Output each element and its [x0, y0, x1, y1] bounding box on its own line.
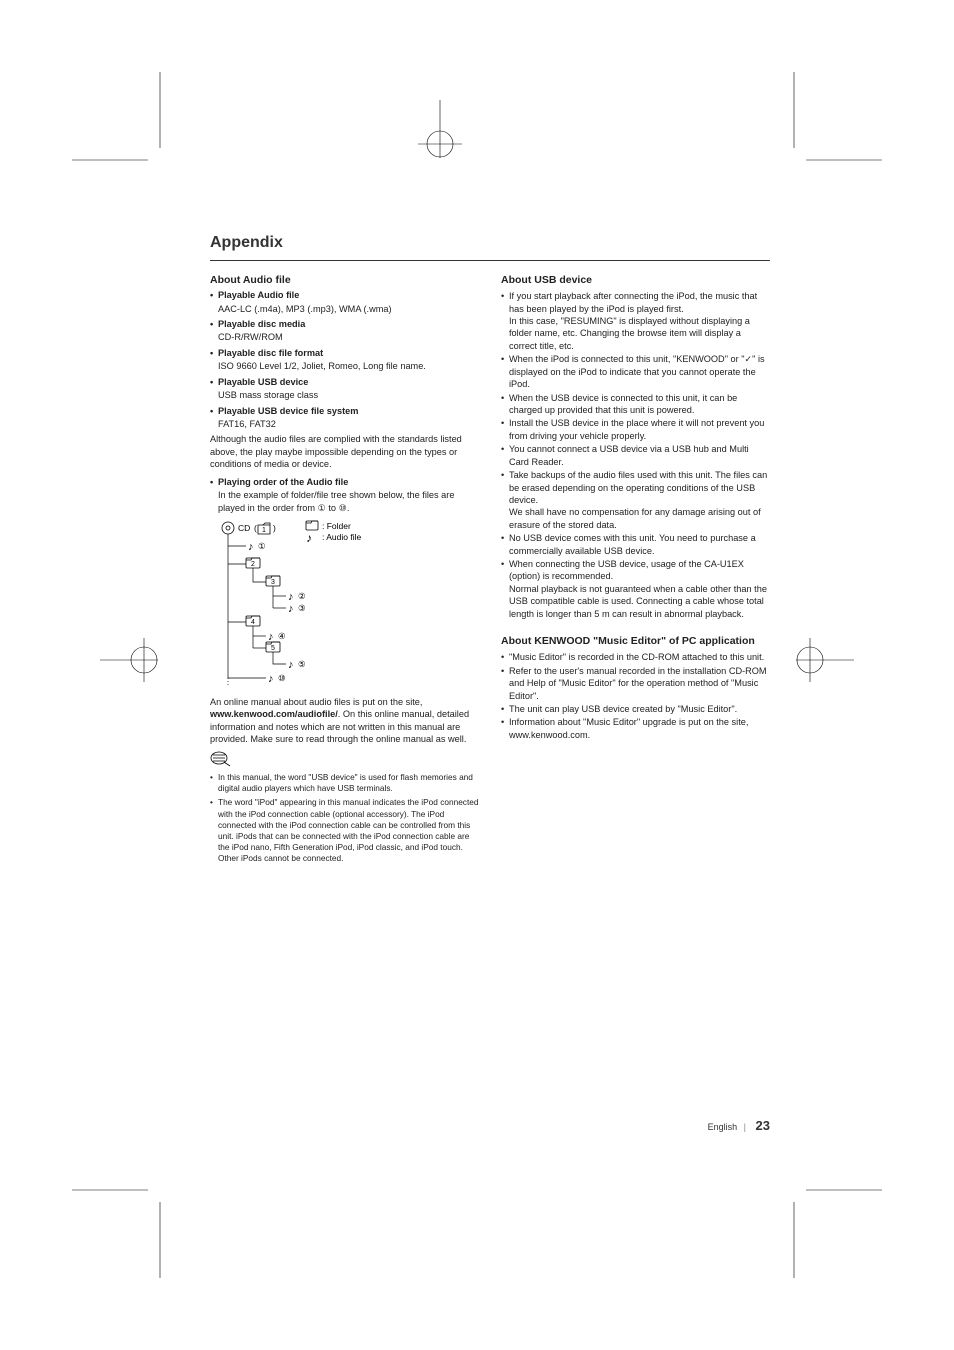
svg-text:1: 1	[262, 527, 266, 534]
footer-lang: English	[708, 1122, 738, 1132]
playable-usb-device-label: Playable USB device	[210, 376, 479, 388]
playing-order-label: Playing order of the Audio file	[210, 476, 479, 488]
online-manual-text-a: An online manual about audio files is pu…	[210, 697, 422, 707]
svg-text:♪: ♪	[306, 531, 312, 545]
usb-item-8: When connecting the USB device, usage of…	[501, 558, 770, 620]
about-audio-heading: About Audio file	[210, 273, 479, 287]
note-usb-device: In this manual, the word "USB device" is…	[210, 772, 479, 794]
crop-mark-br	[782, 1178, 882, 1278]
usb-item-1: If you start playback after connecting t…	[501, 290, 770, 352]
usb-item-8b: Normal playback is not guaranteed when a…	[509, 584, 767, 619]
svg-text:♪: ♪	[248, 541, 254, 553]
svg-text:②: ②	[298, 591, 306, 601]
playable-disc-media-label: Playable disc media	[210, 318, 479, 330]
playable-usb-fs-value: FAT16, FAT32	[210, 418, 479, 430]
svg-text:♪: ♪	[268, 673, 274, 685]
usb-item-6: Take backups of the audio files used wit…	[501, 469, 770, 531]
svg-text:2: 2	[251, 561, 255, 568]
svg-text:♪: ♪	[288, 591, 294, 603]
audio-note-paragraph: Although the audio files are complied wi…	[210, 433, 479, 470]
svg-text:CD: CD	[238, 523, 250, 533]
playable-disc-media-value: CD-R/RW/ROM	[210, 331, 479, 343]
usb-item-2: When the iPod is connected to this unit,…	[501, 353, 770, 390]
svg-text:5: 5	[271, 645, 275, 652]
crop-mark-bl	[72, 1178, 172, 1278]
about-usb-heading: About USB device	[501, 273, 770, 287]
playable-audio-file-value: AAC-LC (.m4a), MP3 (.mp3), WMA (.wma)	[210, 303, 479, 315]
usb-item-6a: Take backups of the audio files used wit…	[509, 470, 767, 505]
usb-item-6b: We shall have no compensation for any da…	[509, 507, 761, 529]
svg-text:⑩: ⑩	[278, 673, 286, 683]
svg-text:♪: ♪	[268, 631, 274, 643]
svg-text:⑤: ⑤	[298, 659, 306, 669]
svg-text:③: ③	[298, 603, 306, 613]
right-column: About USB device If you start playback a…	[501, 273, 770, 866]
svg-text:④: ④	[278, 631, 286, 641]
svg-text:(: (	[254, 523, 257, 533]
svg-text:4: 4	[251, 619, 255, 626]
playable-audio-file-label: Playable Audio file	[210, 289, 479, 301]
me-item-4: Information about "Music Editor" upgrade…	[501, 716, 770, 741]
svg-text:♪: ♪	[288, 603, 294, 615]
usb-item-7: No USB device comes with this unit. You …	[501, 532, 770, 557]
svg-text:: Audio file: : Audio file	[322, 532, 361, 542]
divider	[210, 260, 770, 261]
me-item-1: "Music Editor" is recorded in the CD-ROM…	[501, 651, 770, 663]
svg-text:): )	[273, 523, 276, 533]
crop-mark-tc	[400, 100, 480, 160]
playing-order-text: In the example of folder/file tree shown…	[210, 489, 479, 514]
playable-usb-fs-label: Playable USB device file system	[210, 405, 479, 417]
playable-disc-format-label: Playable disc file format	[210, 347, 479, 359]
crop-mark-mr	[794, 620, 854, 700]
svg-text:: Folder: : Folder	[322, 521, 351, 531]
crop-mark-tl	[72, 72, 172, 172]
note-icon	[210, 751, 479, 770]
playable-disc-format-value: ISO 9660 Level 1/2, Joliet, Romeo, Long …	[210, 360, 479, 372]
folder-tree-diagram: CD ( 1 ) : Folder ♪ : Audio file ♪ ①	[210, 518, 479, 688]
crop-mark-ml	[100, 620, 160, 700]
appendix-heading: Appendix	[210, 234, 770, 252]
about-music-editor-heading: About KENWOOD "Music Editor" of PC appli…	[501, 634, 770, 648]
footer-sep: |	[744, 1122, 746, 1132]
usb-item-3: When the USB device is connected to this…	[501, 392, 770, 417]
svg-text:♪: ♪	[288, 659, 294, 671]
svg-text:3: 3	[271, 579, 275, 586]
usb-item-1b: In this case, "RESUMING" is displayed wi…	[509, 316, 750, 351]
online-manual-paragraph: An online manual about audio files is pu…	[210, 696, 479, 746]
playable-usb-device-value: USB mass storage class	[210, 389, 479, 401]
left-column: About Audio file Playable Audio file AAC…	[210, 273, 479, 866]
usb-item-4: Install the USB device in the place wher…	[501, 417, 770, 442]
crop-mark-tr	[782, 72, 882, 172]
me-item-3: The unit can play USB device created by …	[501, 703, 770, 715]
footer-page: 23	[756, 1118, 770, 1133]
svg-text:①: ①	[258, 541, 266, 551]
page-footer: English | 23	[708, 1118, 770, 1133]
usb-item-5: You cannot connect a USB device via a US…	[501, 443, 770, 468]
note-ipod: The word "iPod" appearing in this manual…	[210, 797, 479, 864]
online-manual-url: www.kenwood.com/audiofile/	[210, 709, 338, 719]
me-item-2: Refer to the user's manual recorded in t…	[501, 665, 770, 702]
usb-item-1a: If you start playback after connecting t…	[509, 291, 757, 313]
usb-item-8a: When connecting the USB device, usage of…	[509, 559, 744, 581]
